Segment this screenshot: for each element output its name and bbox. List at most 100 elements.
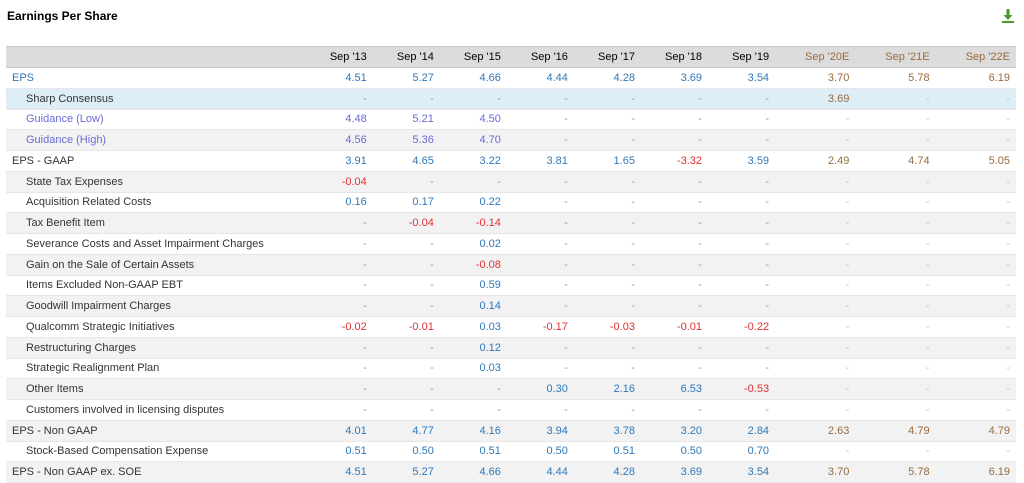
- value-cell: -: [573, 88, 641, 110]
- value-cell: 3.22: [439, 150, 507, 172]
- value-cell: 4.51: [305, 67, 373, 89]
- value-cell: -: [573, 295, 641, 317]
- value-cell: -: [775, 212, 856, 234]
- value-cell: 3.54: [708, 67, 776, 89]
- value-cell: 4.66: [439, 461, 507, 483]
- value-cell: 4.65: [372, 150, 440, 172]
- value-cell: -: [372, 88, 440, 110]
- value-cell: 2.49: [775, 150, 856, 172]
- value-cell: -: [506, 109, 574, 131]
- value-cell: 5.05: [935, 150, 1016, 172]
- value-cell: 0.50: [372, 441, 440, 463]
- value-cell: -: [640, 254, 709, 276]
- value-cell: -: [855, 212, 936, 234]
- row-qualcomm-strategic: Qualcomm Strategic Initiatives -0.02 -0.01…: [6, 316, 1016, 338]
- value-cell: -: [855, 358, 936, 380]
- value-cell: -: [775, 233, 856, 255]
- column-header: Sep '14: [372, 46, 440, 68]
- row-label: Gain on the Sale of Certain Assets: [6, 254, 306, 276]
- value-cell: -: [935, 337, 1016, 359]
- value-cell: 0.50: [640, 441, 709, 463]
- value-cell: -: [855, 171, 936, 193]
- value-cell: 5.27: [372, 67, 440, 89]
- value-cell: -0.08: [439, 254, 507, 276]
- value-cell: -: [855, 399, 936, 421]
- value-cell: -: [855, 295, 936, 317]
- column-header: Sep '17: [573, 46, 641, 68]
- value-cell: -: [935, 212, 1016, 234]
- value-cell: -: [708, 109, 776, 131]
- value-cell: 0.70: [708, 441, 776, 463]
- value-cell: -: [775, 254, 856, 276]
- value-cell: -: [775, 441, 856, 463]
- value-cell: -: [506, 212, 574, 234]
- value-cell: -: [372, 171, 440, 193]
- value-cell: -: [775, 399, 856, 421]
- value-cell: 4.44: [506, 461, 574, 483]
- value-cell: 4.48: [305, 109, 373, 131]
- value-cell: -: [775, 378, 856, 400]
- value-cell: -: [640, 129, 709, 151]
- value-cell: -: [506, 275, 574, 297]
- value-cell: 5.27: [372, 461, 440, 483]
- value-cell: -: [305, 378, 373, 400]
- value-cell: -: [775, 337, 856, 359]
- value-cell: -: [573, 337, 641, 359]
- value-cell: -0.04: [372, 212, 440, 234]
- value-cell: 0.51: [573, 441, 641, 463]
- value-cell: -: [775, 316, 856, 338]
- value-cell: 3.70: [775, 67, 856, 89]
- value-cell: 0.14: [439, 295, 507, 317]
- value-cell: 3.81: [506, 150, 574, 172]
- row-restructuring-charges: Restructuring Charges - -0.12- - - - - - -: [6, 337, 1016, 359]
- value-cell: -0.01: [640, 316, 709, 338]
- value-cell: -: [506, 88, 574, 110]
- value-cell: -: [935, 378, 1016, 400]
- column-header: Sep '15: [439, 46, 507, 68]
- value-cell: 4.79: [855, 420, 936, 442]
- value-cell: 3.69: [775, 88, 856, 110]
- row-label: Acquisition Related Costs: [6, 192, 306, 214]
- value-cell: -: [305, 212, 373, 234]
- value-cell: 4.50: [439, 109, 507, 131]
- value-cell: -: [573, 109, 641, 131]
- value-cell: -: [640, 337, 709, 359]
- header-row: Sep '13 Sep '14 Sep '15 Sep '16 Sep '17 Sep '…: [6, 46, 1016, 68]
- row-label: EPS - Non GAAP: [6, 420, 306, 442]
- value-cell: -: [573, 275, 641, 297]
- row-acquisition-related-costs: Acquisition Related Costs 0.16 0.17 0.22- - -…: [6, 192, 1016, 214]
- column-header: Sep '21E: [855, 46, 936, 68]
- value-cell: -: [640, 233, 709, 255]
- value-cell: 2.63: [775, 420, 856, 442]
- value-cell: 3.59: [708, 150, 776, 172]
- value-cell: -: [708, 129, 776, 151]
- row-other-items: Other Items - - -0.30 2.16 6.53 -0.53- - -: [6, 378, 1016, 400]
- value-cell: 4.28: [573, 67, 641, 89]
- value-cell: 0.02: [439, 233, 507, 255]
- row-label: Goodwill Impairment Charges: [6, 295, 306, 317]
- download-icon[interactable]: [1001, 8, 1015, 24]
- value-cell: -0.02: [305, 316, 373, 338]
- value-cell: -: [935, 441, 1016, 463]
- page-title: Earnings Per Share: [7, 9, 118, 23]
- row-label: Sharp Consensus: [6, 88, 306, 110]
- value-cell: -: [855, 109, 936, 131]
- value-cell: -: [775, 275, 856, 297]
- value-cell: -: [935, 192, 1016, 214]
- value-cell: -: [372, 399, 440, 421]
- row-tax-benefit-item: Tax Benefit Item - -0.04 -0.14- - - - - - -: [6, 212, 1016, 234]
- row-stock-based-comp: Stock-Based Compensation Expense 0.51 0.50…: [6, 441, 1016, 463]
- value-cell: -: [855, 254, 936, 276]
- row-eps: EPS 4.51 5.27 4.66 4.44 4.28 3.69 3.54 3.70 5.78 6…: [6, 67, 1016, 89]
- value-cell: -: [708, 275, 776, 297]
- value-cell: -0.01: [372, 316, 440, 338]
- value-cell: 4.77: [372, 420, 440, 442]
- row-label: Other Items: [6, 378, 306, 400]
- row-label: Stock-Based Compensation Expense: [6, 441, 306, 463]
- value-cell: -: [640, 109, 709, 131]
- row-state-tax-expenses: State Tax Expenses -0.04- - - - - - - - -: [6, 171, 1016, 193]
- value-cell: 6.19: [935, 67, 1016, 89]
- value-cell: -: [305, 275, 373, 297]
- value-cell: -: [573, 233, 641, 255]
- value-cell: -: [935, 129, 1016, 151]
